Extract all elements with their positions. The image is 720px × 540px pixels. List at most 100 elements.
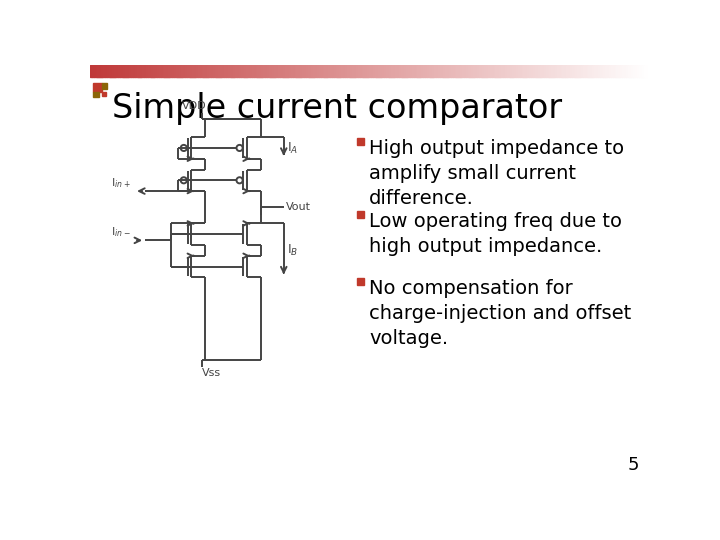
Bar [315, 65, 318, 77]
Bar [103, 65, 105, 77]
Bar [280, 65, 282, 77]
Bar [485, 65, 487, 77]
Bar [278, 65, 280, 77]
Bar [235, 65, 238, 77]
Text: I$_{in+}$: I$_{in+}$ [112, 176, 131, 190]
Bar [311, 65, 314, 77]
Bar [466, 65, 468, 77]
Bar [93, 92, 99, 97]
Text: 5: 5 [627, 456, 639, 475]
Bar [153, 65, 156, 77]
Bar [261, 65, 264, 77]
Bar [125, 65, 127, 77]
Bar [425, 65, 427, 77]
Bar [503, 65, 505, 77]
Bar [161, 65, 163, 77]
Bar [557, 65, 559, 77]
Bar [320, 65, 323, 77]
Bar [378, 65, 381, 77]
Bar [351, 65, 353, 77]
Bar [354, 65, 356, 77]
Bar [459, 65, 461, 77]
Bar [600, 65, 602, 77]
Bar [250, 65, 252, 77]
Bar [642, 65, 644, 77]
Bar [523, 65, 526, 77]
Bar [176, 65, 178, 77]
Bar [194, 65, 197, 77]
Bar [198, 65, 200, 77]
Bar [306, 65, 308, 77]
Bar [356, 65, 359, 77]
Bar [116, 65, 118, 77]
Bar [405, 65, 407, 77]
Bar [131, 65, 133, 77]
Bar [118, 65, 120, 77]
Bar [527, 65, 529, 77]
Bar [135, 65, 137, 77]
Bar [488, 65, 490, 77]
Bar [369, 65, 372, 77]
Bar [473, 65, 475, 77]
Bar [352, 65, 354, 77]
Bar [96, 65, 98, 77]
Bar [561, 65, 563, 77]
Bar [382, 65, 384, 77]
Bar [190, 65, 193, 77]
Bar [284, 65, 286, 77]
Bar [588, 65, 590, 77]
Bar [431, 65, 433, 77]
Bar [395, 65, 397, 77]
Bar [360, 65, 362, 77]
Bar [157, 65, 159, 77]
Bar [209, 65, 211, 77]
Bar [333, 65, 336, 77]
Bar [472, 65, 474, 77]
Bar [583, 65, 585, 77]
Bar [629, 65, 631, 77]
Bar [310, 65, 312, 77]
Bar [498, 65, 500, 77]
Bar [186, 65, 189, 77]
Bar [418, 65, 420, 77]
Bar [345, 65, 347, 77]
Bar [101, 65, 104, 77]
Bar [361, 65, 364, 77]
Bar [172, 65, 174, 77]
Text: Low operating freq due to
high output impedance.: Low operating freq due to high output im… [369, 212, 622, 256]
Bar [594, 65, 596, 77]
Bar [549, 65, 552, 77]
Bar [572, 65, 574, 77]
Bar [94, 65, 96, 77]
Text: No compensation for
charge-injection and offset
voltage.: No compensation for charge-injection and… [369, 279, 631, 348]
Bar [596, 65, 598, 77]
Bar [374, 65, 377, 77]
Bar [282, 65, 284, 77]
Bar [544, 65, 546, 77]
Bar [564, 65, 567, 77]
Bar [317, 65, 319, 77]
Bar [626, 65, 628, 77]
Bar [449, 65, 451, 77]
Bar [539, 65, 541, 77]
Bar [490, 65, 492, 77]
Bar [616, 65, 618, 77]
Bar [159, 65, 161, 77]
Bar [114, 65, 117, 77]
Bar [222, 65, 225, 77]
Bar [298, 65, 300, 77]
Bar [432, 65, 434, 77]
Bar [501, 65, 503, 77]
Bar [145, 65, 148, 77]
Bar [469, 65, 472, 77]
Text: I$_A$: I$_A$ [287, 140, 298, 156]
Bar [302, 65, 305, 77]
Bar [293, 65, 295, 77]
Bar [324, 65, 327, 77]
Bar [579, 65, 582, 77]
Bar [552, 65, 554, 77]
Bar [392, 65, 394, 77]
Bar [620, 65, 622, 77]
Bar [637, 65, 639, 77]
Bar [166, 65, 168, 77]
